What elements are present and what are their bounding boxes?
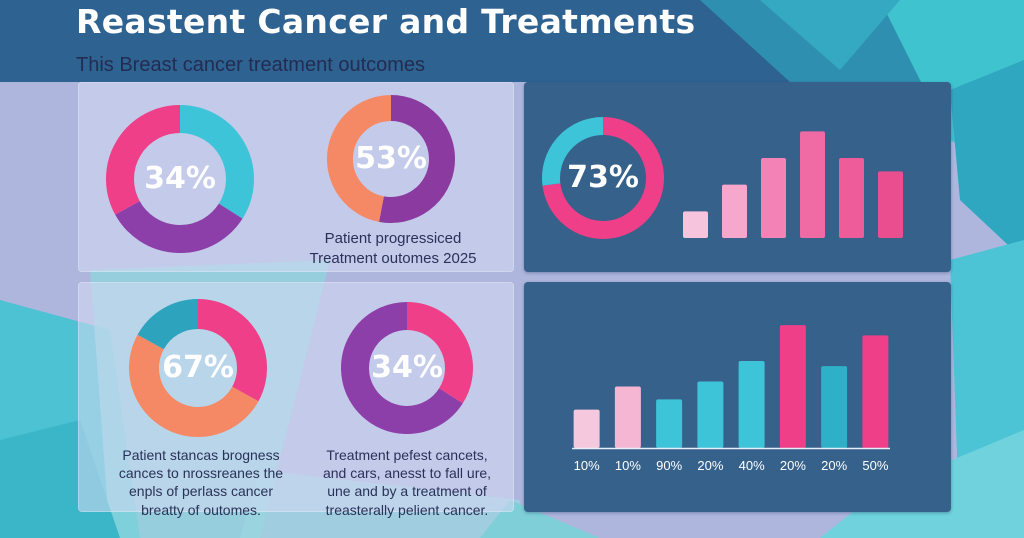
caption-bottom-right: Treatment pefest cancets, and cars, anes… <box>322 447 492 518</box>
donut-label-67: 67% <box>162 350 234 385</box>
x-tick-label-5: 20% <box>780 458 806 473</box>
donut-segment-0 <box>542 117 664 239</box>
bar-3 <box>697 381 724 448</box>
donut-segment-0 <box>179 105 254 219</box>
donut-segment-1 <box>542 117 604 186</box>
donut-chart-73 <box>542 117 664 239</box>
page-subtitle: This Breast cancer treatment outcomes <box>76 54 426 76</box>
donut-segment-2 <box>137 299 199 350</box>
x-tick-label-3: 20% <box>697 458 723 473</box>
donut-label-34-bottom: 34% <box>371 350 443 385</box>
donut-segment-0 <box>197 299 267 402</box>
x-tick-label-4: 40% <box>739 458 765 473</box>
page-title: Reastent Cancer and Treatments <box>76 2 696 41</box>
bar-5 <box>878 171 903 238</box>
bar-chart-top <box>683 131 903 238</box>
x-tick-label-1: 10% <box>615 458 641 473</box>
x-tick-label-6: 20% <box>821 458 847 473</box>
bar-5 <box>779 325 806 448</box>
bar-2 <box>761 158 786 238</box>
donut-chart-34-top <box>106 105 254 253</box>
x-tick-label-0: 10% <box>574 458 600 473</box>
donut-label-53: 53% <box>355 141 427 176</box>
bar-3 <box>800 131 825 238</box>
caption-top-left: Patient progressiced Treatment outomes 2… <box>309 230 477 267</box>
x-tick-label-2: 90% <box>656 458 682 473</box>
bar-4 <box>839 158 864 238</box>
donut-segment-0 <box>406 302 473 404</box>
donut-segment-1 <box>129 334 259 437</box>
bar-1 <box>614 386 641 448</box>
caption-bottom-left: Patient stancas brogness cances to nross… <box>118 447 284 518</box>
bar-4 <box>738 360 765 448</box>
x-tick-label-7: 50% <box>862 458 888 473</box>
donut-label-34-top: 34% <box>144 161 216 196</box>
donut-segment-1 <box>115 200 243 253</box>
bar-0 <box>683 211 708 238</box>
donut-chart-34-bottom <box>341 302 473 434</box>
donut-segment-1 <box>341 302 463 434</box>
bar-0 <box>573 409 600 448</box>
bar-chart-bottom: 10% 10% 90% 20% 40% 20% 20% 50% <box>572 325 890 473</box>
donut-chart-53 <box>327 95 455 223</box>
donut-segment-0 <box>379 95 455 223</box>
bar-1 <box>722 184 747 238</box>
donut-chart-67 <box>129 299 267 437</box>
donut-label-73: 73% <box>567 160 639 195</box>
bar-2 <box>656 399 683 448</box>
donut-segment-2 <box>106 105 181 215</box>
bar-7 <box>862 335 889 448</box>
donut-segment-1 <box>327 95 392 222</box>
bar-6 <box>821 366 848 448</box>
